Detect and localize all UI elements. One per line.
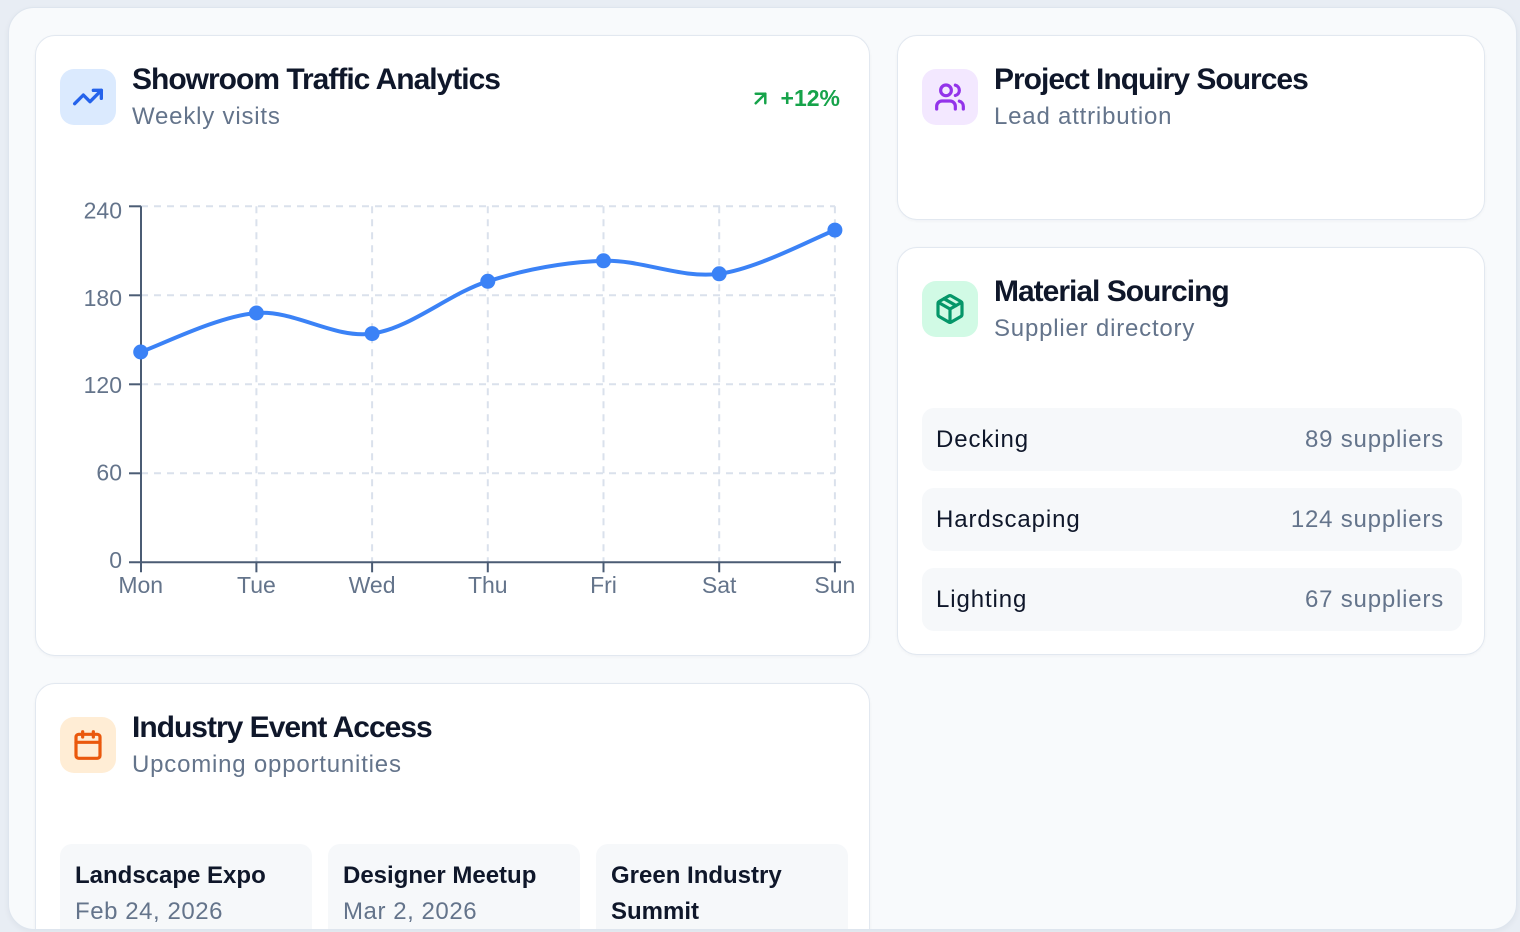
svg-text:Wed: Wed	[349, 572, 396, 598]
svg-text:Mon: Mon	[118, 572, 163, 598]
svg-text:0: 0	[109, 547, 122, 573]
svg-text:180: 180	[84, 285, 122, 311]
svg-text:240: 240	[84, 197, 122, 223]
svg-text:Fri: Fri	[590, 572, 617, 598]
svg-text:Sun: Sun	[814, 572, 855, 598]
svg-text:60: 60	[96, 460, 122, 486]
svg-text:Thu: Thu	[468, 572, 508, 598]
svg-text:Sat: Sat	[702, 572, 737, 598]
svg-text:120: 120	[84, 372, 122, 398]
svg-text:Tue: Tue	[237, 572, 276, 598]
